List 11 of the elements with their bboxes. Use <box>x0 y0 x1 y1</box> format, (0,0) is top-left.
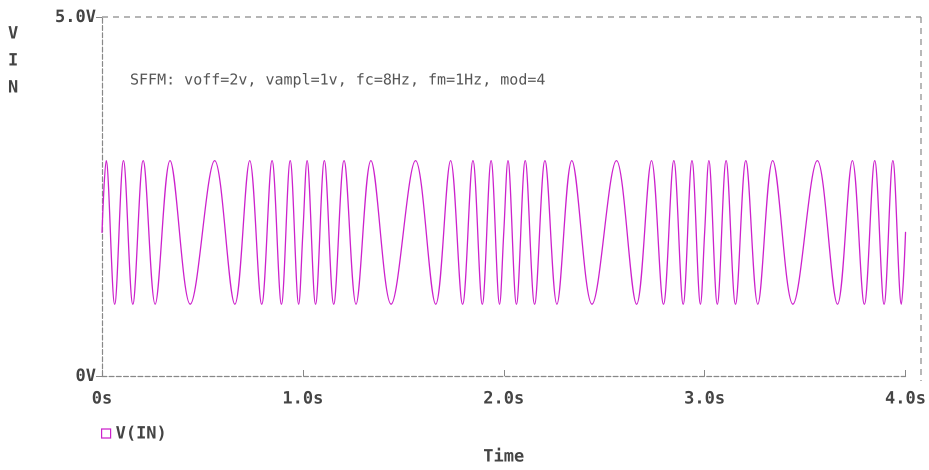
x-tick-label: 4.0s <box>885 388 926 408</box>
x-tick-label: 2.0s <box>483 388 524 408</box>
y-tick-label: 5.0V <box>55 7 96 27</box>
x-tick-label: 1.0s <box>282 388 324 408</box>
x-tick-label: 3.0s <box>684 388 726 408</box>
annotation: SFFM: voff=2v, vampl=1v, fc=8Hz, fm=1Hz, mod=4 <box>130 70 546 88</box>
x-tick-label: 0s <box>92 388 112 408</box>
legend-label: V(IN) <box>116 424 167 444</box>
y-tick-label: 0V <box>76 366 96 386</box>
y-axis-title: VIN <box>8 24 18 98</box>
x-axis-title: Time <box>483 446 524 466</box>
